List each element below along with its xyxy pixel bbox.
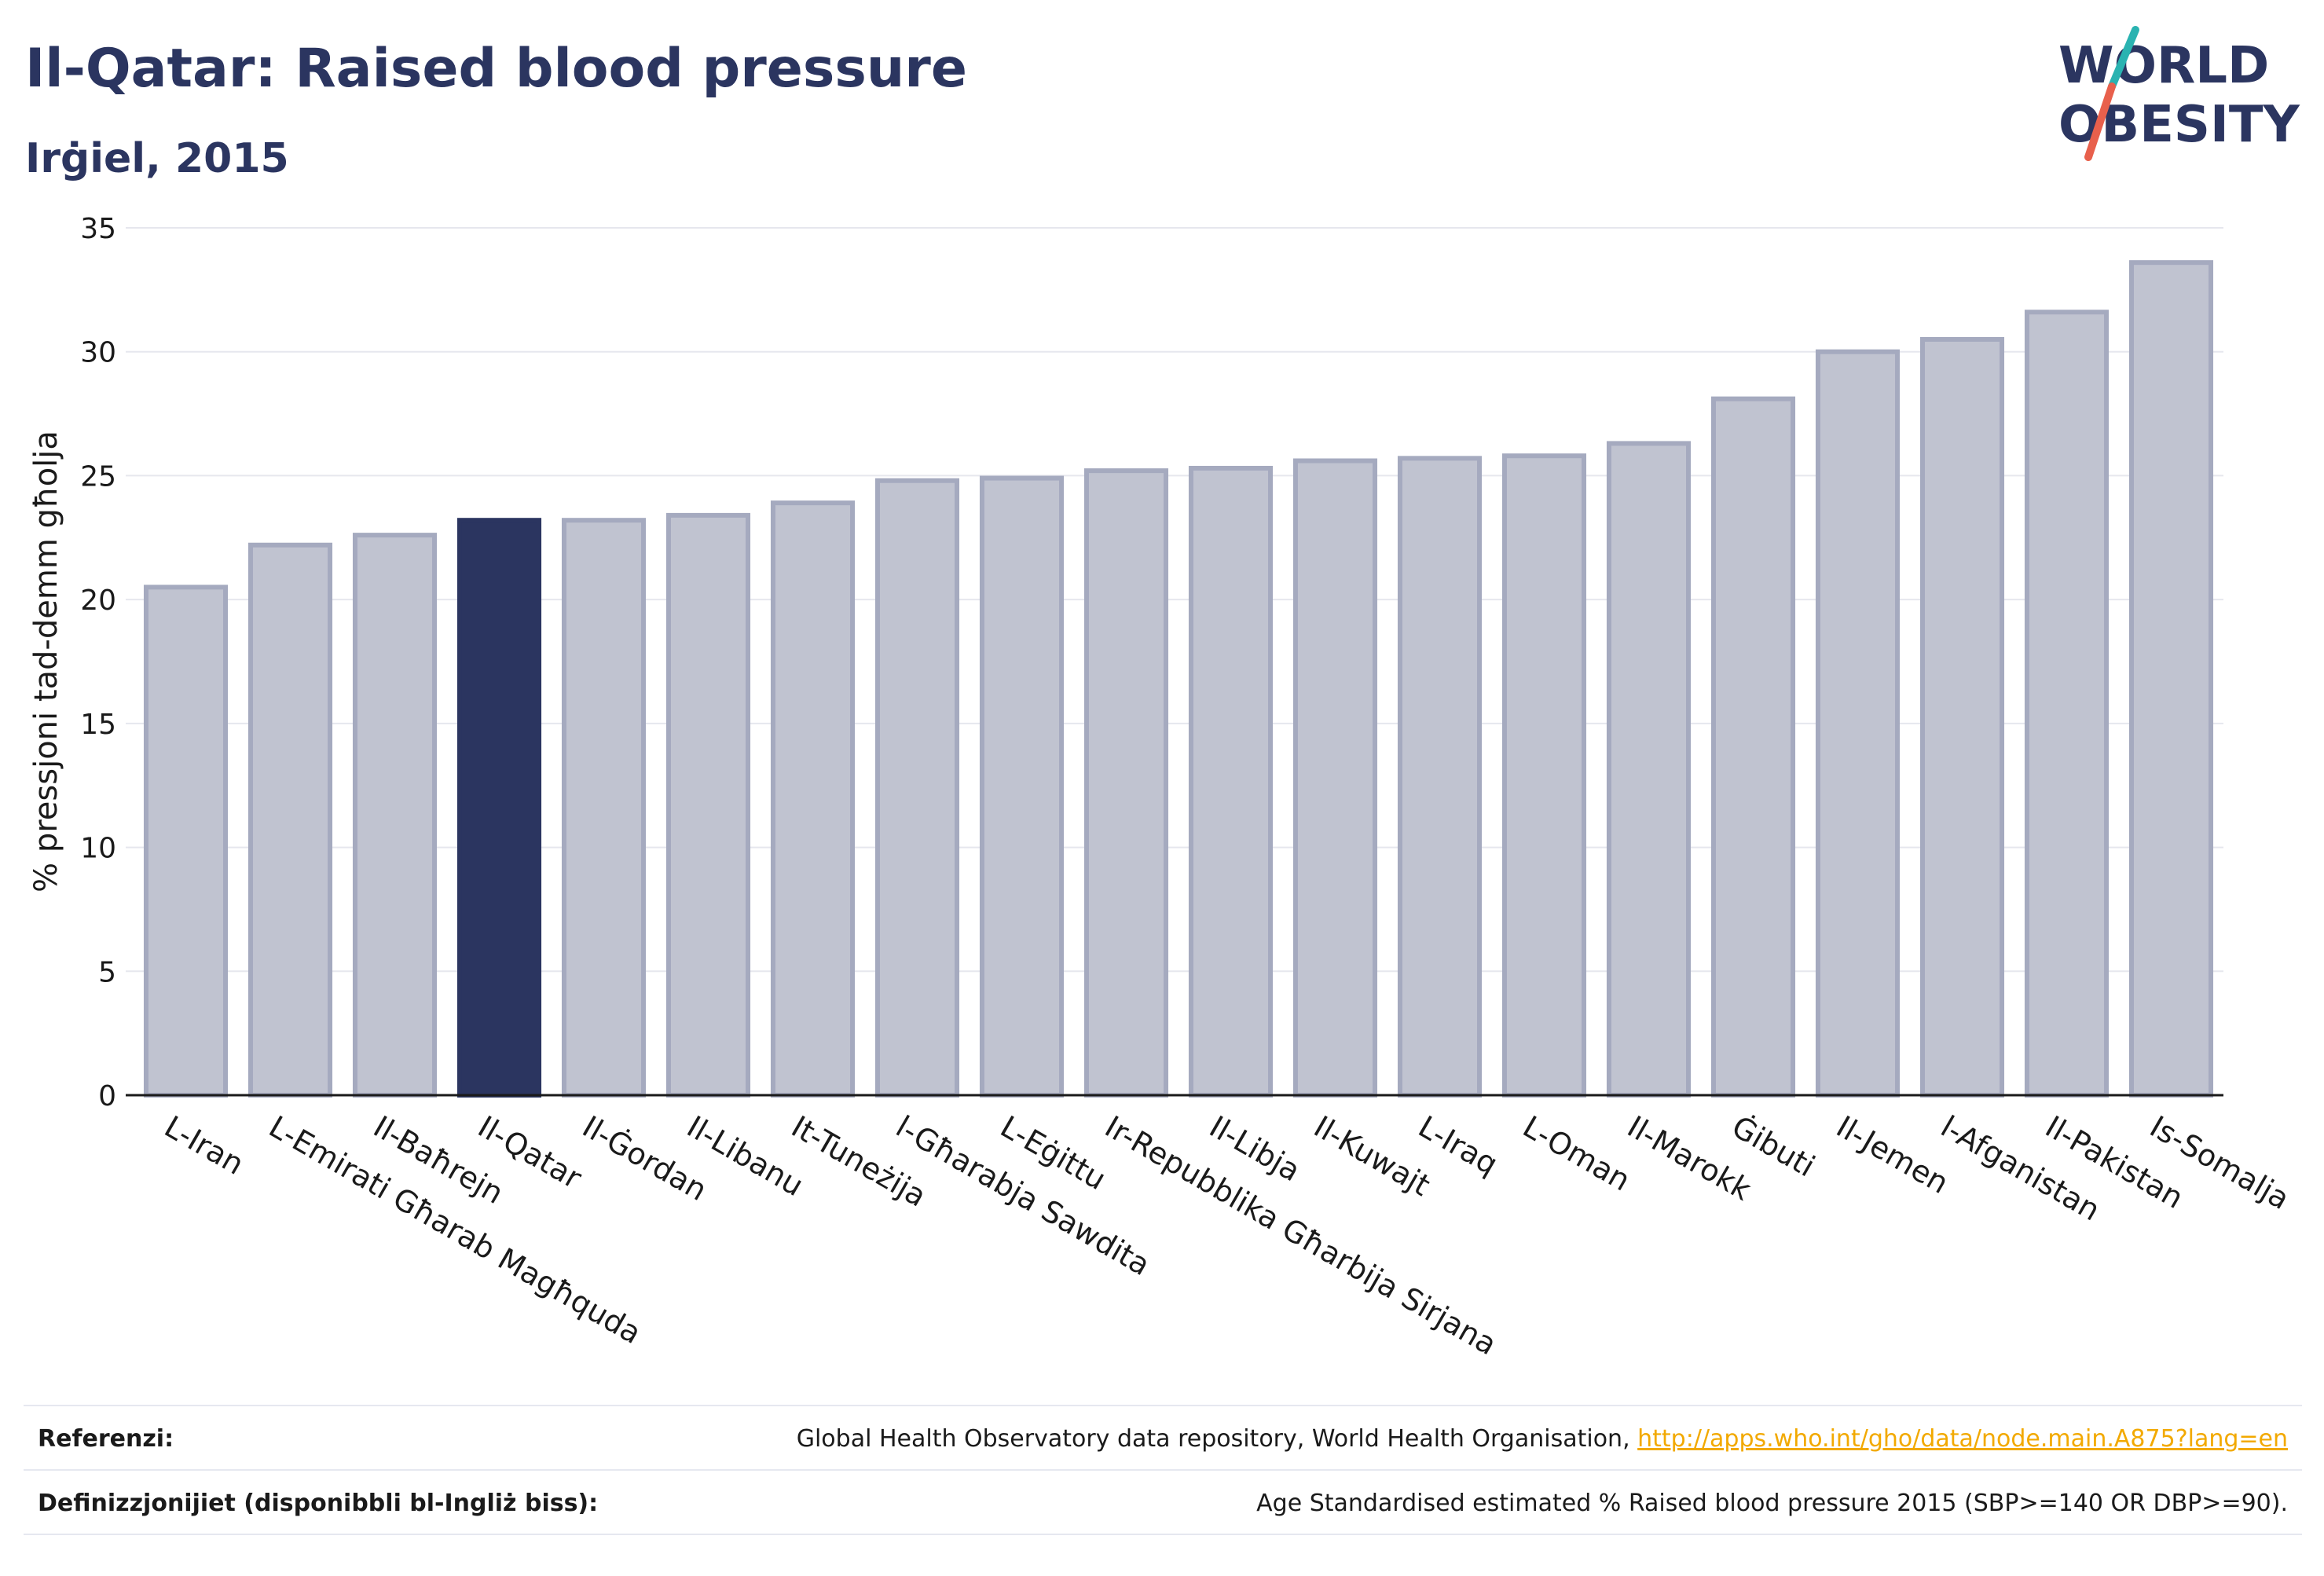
definitions-value: Age Standardised estimated % Raised bloo… bbox=[1256, 1490, 2288, 1517]
x-tick-label: Il-Kuwajt bbox=[1308, 1109, 1436, 1203]
x-tick-label: L-Iran bbox=[159, 1109, 250, 1182]
bar bbox=[770, 500, 856, 1098]
definitions-label: Definizzjonijiet (disponibbli bl-Ingliż … bbox=[38, 1490, 599, 1517]
y-tick-label: 20 bbox=[80, 585, 116, 617]
footer-table: Referenzi: Global Health Observatory dat… bbox=[24, 1405, 2302, 1535]
bar bbox=[1606, 441, 1692, 1098]
bar bbox=[979, 475, 1065, 1098]
bars bbox=[143, 260, 2214, 1098]
bar-chart: 0 5 10 15 20 25 30 35 L-Iran L-Emirati Għarab Ma… bbox=[28, 213, 2295, 1362]
bar bbox=[1397, 456, 1483, 1098]
x-axis-labels: L-Iran L-Emirati Għarab MagħqudaIl-Baħrej… bbox=[159, 1109, 2295, 1362]
bar bbox=[1919, 336, 2005, 1098]
y-axis-title: % pressjoni tad-demm għolja bbox=[28, 431, 64, 892]
references-row: Referenzi: Global Health Observatory dat… bbox=[24, 1405, 2302, 1469]
bar bbox=[2128, 260, 2214, 1098]
y-tick-label: 5 bbox=[98, 956, 116, 988]
bar bbox=[874, 478, 960, 1098]
references-link[interactable]: http://apps.who.int/gho/data/node.main.A… bbox=[1637, 1425, 2288, 1453]
y-tick-label: 0 bbox=[98, 1080, 116, 1112]
references-value: Global Health Observatory data repositor… bbox=[797, 1425, 2288, 1453]
bar bbox=[247, 542, 333, 1098]
references-text: Global Health Observatory data repositor… bbox=[796, 1425, 1638, 1453]
y-axis-ticks: 0 5 10 15 20 25 30 35 bbox=[80, 213, 116, 1112]
bar bbox=[1710, 396, 1796, 1098]
logo-slash-red bbox=[2084, 82, 2116, 161]
y-tick-label: 35 bbox=[80, 213, 116, 245]
grid-lines bbox=[126, 227, 2223, 1096]
chart-title: Il-Qatar: Raised blood pressure bbox=[25, 38, 967, 100]
bar bbox=[561, 518, 647, 1098]
references-label: Referenzi: bbox=[38, 1425, 174, 1453]
y-tick-label: 10 bbox=[80, 833, 116, 865]
y-tick-label: 25 bbox=[80, 460, 116, 493]
bar bbox=[1083, 468, 1169, 1098]
logo-word-world: WORLD bbox=[2058, 37, 2269, 95]
bar-highlighted bbox=[456, 518, 542, 1098]
definitions-row: Definizzjonijiet (disponibbli bl-Ingliż … bbox=[24, 1469, 2302, 1535]
bar bbox=[143, 585, 229, 1098]
bar bbox=[2024, 310, 2110, 1098]
y-tick-label: 15 bbox=[80, 709, 116, 741]
logo-slash-teal bbox=[2108, 26, 2139, 90]
y-tick-label: 30 bbox=[80, 337, 116, 369]
world-obesity-logo: WORLD OBESITY bbox=[2058, 26, 2300, 161]
bar bbox=[1292, 458, 1378, 1098]
chart-subtitle: Irġiel, 2015 bbox=[25, 135, 289, 182]
x-tick-label: L-Oman bbox=[1517, 1109, 1637, 1198]
bar bbox=[352, 533, 438, 1098]
bar bbox=[1501, 453, 1587, 1098]
bar bbox=[1815, 349, 1901, 1098]
x-tick-label: Il-Jemen bbox=[1831, 1109, 1955, 1200]
bar bbox=[665, 512, 751, 1098]
bar bbox=[1188, 465, 1274, 1098]
